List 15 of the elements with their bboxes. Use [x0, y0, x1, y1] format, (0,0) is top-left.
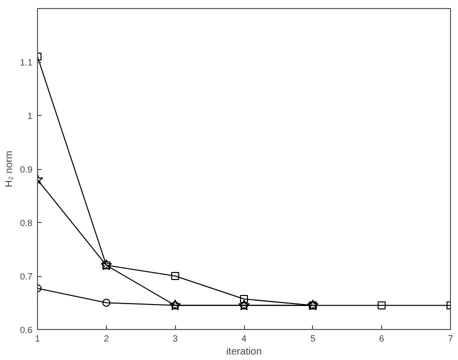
- x-tick-label: 2: [104, 334, 109, 344]
- x-axis-title: iteration: [226, 346, 262, 358]
- x-tick-label: 5: [310, 334, 316, 344]
- y-tick-label: 0.6: [20, 325, 33, 335]
- y-axis-title: H₂ norm: [4, 150, 15, 188]
- x-tick-label: 7: [448, 334, 454, 344]
- y-tick-label: 1.1: [20, 58, 33, 68]
- y-tick-label: 0.7: [20, 272, 33, 282]
- x-tick-label: 1: [34, 334, 40, 344]
- y-tick-label: 1: [27, 111, 33, 121]
- y-tick-label: 0.9: [20, 164, 33, 174]
- x-tick-label: 6: [379, 334, 384, 344]
- x-tick-label: 3: [172, 334, 178, 344]
- y-tick-label: 0.8: [20, 218, 33, 228]
- x-tick-label: 4: [241, 334, 247, 344]
